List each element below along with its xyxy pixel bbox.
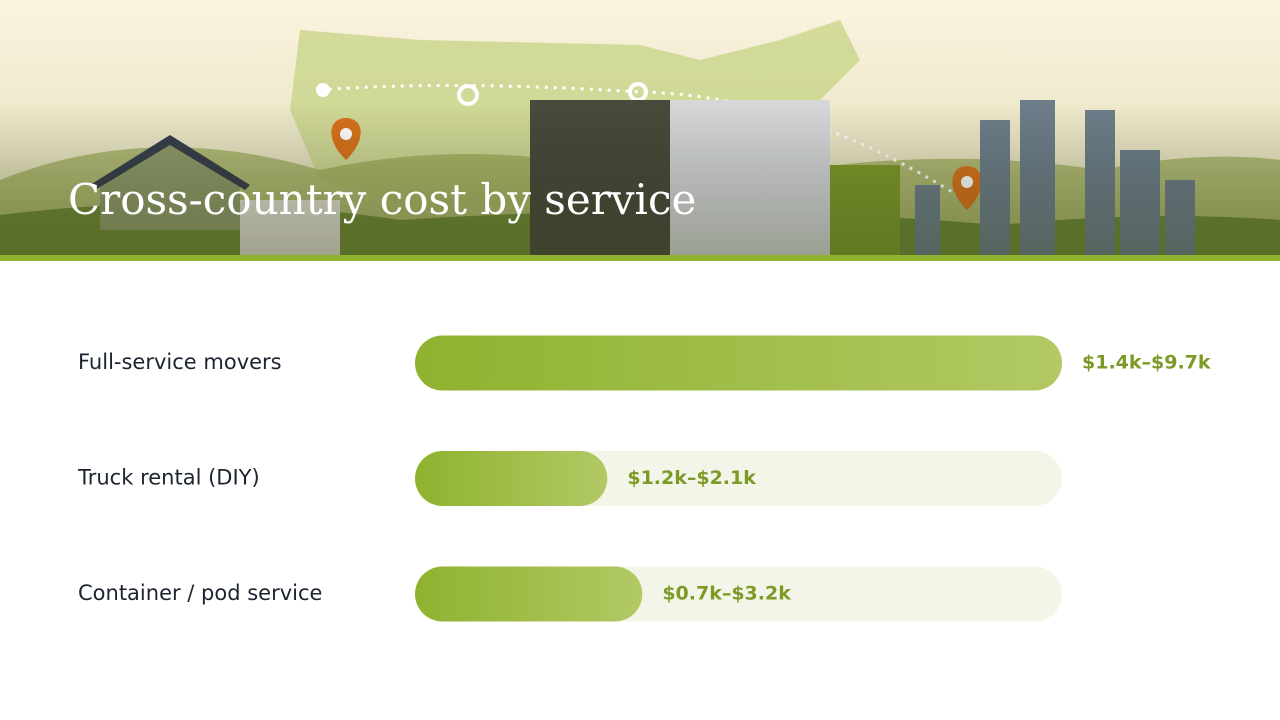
bar [415, 335, 1062, 391]
value-label: $1.4k–$9.7k [1082, 352, 1211, 374]
plot: Full-service movers $1.4k–$9.7k Truck rent… [77, 335, 1211, 622]
category-label: Truck rental (DIY) [77, 466, 260, 490]
chart-title: Cross-country cost by service [68, 175, 696, 224]
value-label: $0.7k–$3.2k [662, 583, 791, 605]
value-label: $1.2k–$2.1k [627, 467, 756, 489]
bar [415, 566, 643, 622]
bar [415, 451, 608, 506]
category-label: Container / pod service [78, 581, 322, 605]
category-label: Full-service movers [78, 350, 282, 374]
banner: Cross-country cost by service [0, 0, 1280, 261]
